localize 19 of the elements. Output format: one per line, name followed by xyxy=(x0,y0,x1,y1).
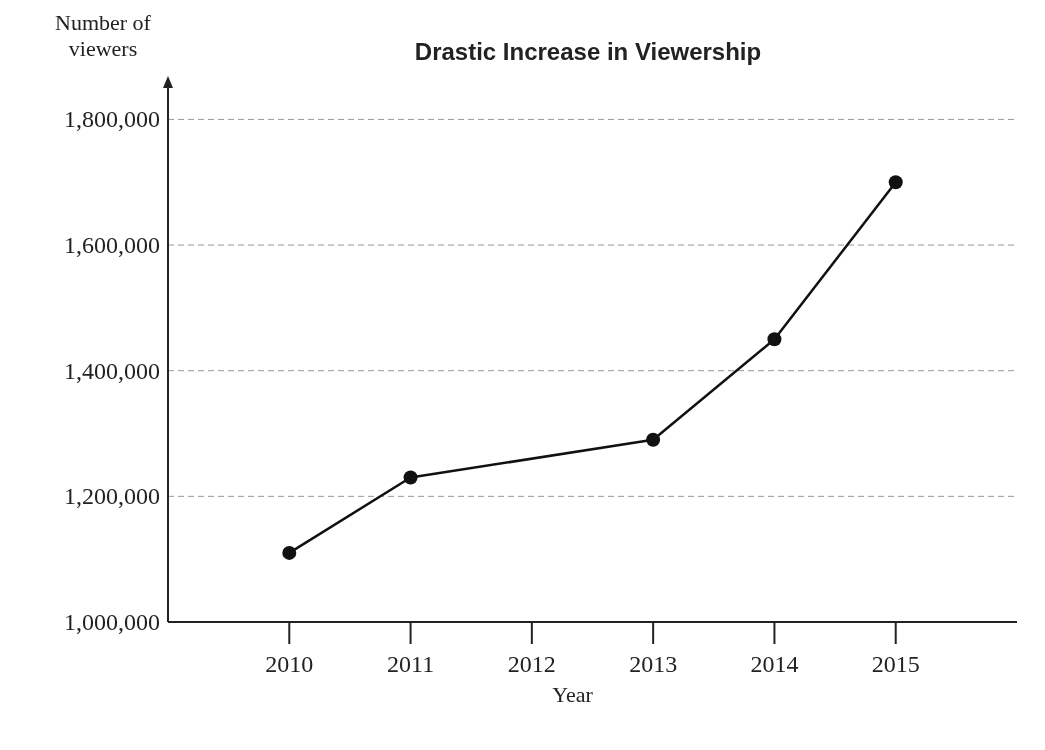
chart-title: Drastic Increase in Viewership xyxy=(414,38,762,65)
x-tick-label: 2014 xyxy=(750,651,799,677)
y-axis-title: Number of viewers xyxy=(55,10,152,61)
point xyxy=(767,332,782,347)
x-tick-label: 2013 xyxy=(629,651,678,677)
point xyxy=(646,432,661,447)
point xyxy=(888,175,903,190)
y-tick-label: 1,600,000 xyxy=(64,232,160,259)
y-tick-label: 1,400,000 xyxy=(64,357,160,384)
y-tick-label: 1,000,000 xyxy=(64,609,160,635)
y-tick-label: 1,800,000 xyxy=(64,106,160,133)
x-tick-label: 2011 xyxy=(387,651,435,677)
x-axis-title: Year xyxy=(552,682,594,707)
y-tick-label: 1,200,000 xyxy=(64,483,160,510)
x-tick-label: 2015 xyxy=(871,651,920,677)
x-tick-label: 2012 xyxy=(507,651,556,677)
point xyxy=(403,470,418,485)
x-tick-label: 2010 xyxy=(265,651,314,677)
point xyxy=(282,545,297,560)
